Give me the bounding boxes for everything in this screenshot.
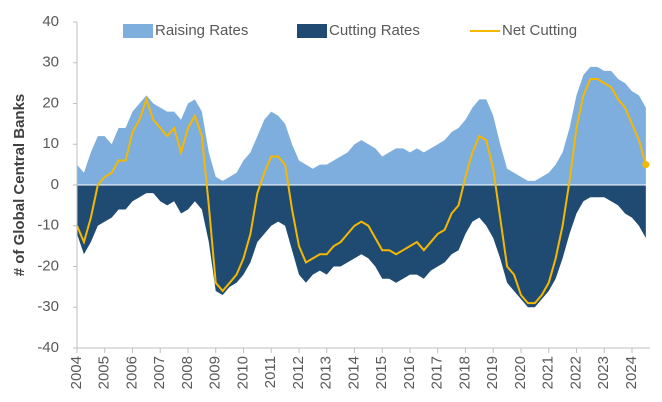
x-tick-label: 2014 — [345, 356, 362, 389]
y-tick-label: -40 — [37, 339, 59, 356]
legend-swatch — [297, 24, 327, 38]
y-tick-label: 40 — [42, 13, 59, 30]
x-tick-label: 2007 — [151, 356, 168, 389]
x-tick-label: 2022 — [567, 356, 584, 389]
x-tick-label: 2016 — [401, 356, 418, 389]
x-tick-label: 2021 — [540, 356, 557, 389]
legend-label: Net Cutting — [502, 22, 577, 39]
x-tick-label: 2023 — [595, 356, 612, 389]
x-tick-label: 2012 — [290, 356, 307, 389]
x-tick-label: 2011 — [262, 356, 279, 388]
x-tick-label: 2018 — [456, 356, 473, 389]
legend-swatch — [123, 24, 153, 38]
x-tick-label: 2005 — [96, 356, 113, 389]
y-axis-title: # of Global Central Banks — [11, 94, 28, 277]
area — [77, 66, 646, 185]
x-tick-label: 2009 — [207, 356, 224, 389]
y-tick-label: -10 — [37, 217, 59, 234]
x-tick-label: 2006 — [123, 356, 140, 389]
end-marker — [642, 161, 650, 169]
y-tick-label: -30 — [37, 298, 59, 315]
x-tick-label: 2024 — [623, 356, 640, 389]
x-tick-label: 2008 — [179, 356, 196, 389]
x-tick-label: 2019 — [484, 356, 501, 389]
x-tick-label: 2017 — [429, 356, 446, 389]
x-tick-label: 2004 — [68, 356, 85, 389]
y-tick-label: 20 — [42, 94, 59, 111]
y-tick-label: 10 — [42, 135, 59, 152]
y-tick-label: 0 — [51, 176, 59, 193]
line — [76, 78, 647, 305]
area — [77, 185, 646, 308]
legend-label: Raising Rates — [155, 22, 248, 39]
x-tick-label: 2020 — [512, 356, 529, 389]
x-tick-label: 2010 — [234, 356, 251, 389]
y-tick-label: -20 — [37, 257, 59, 274]
legend-label: Cutting Rates — [329, 22, 420, 39]
x-tick-label: 2015 — [373, 356, 390, 389]
x-tick-label: 2013 — [318, 356, 335, 389]
y-tick-label: 30 — [42, 54, 59, 71]
